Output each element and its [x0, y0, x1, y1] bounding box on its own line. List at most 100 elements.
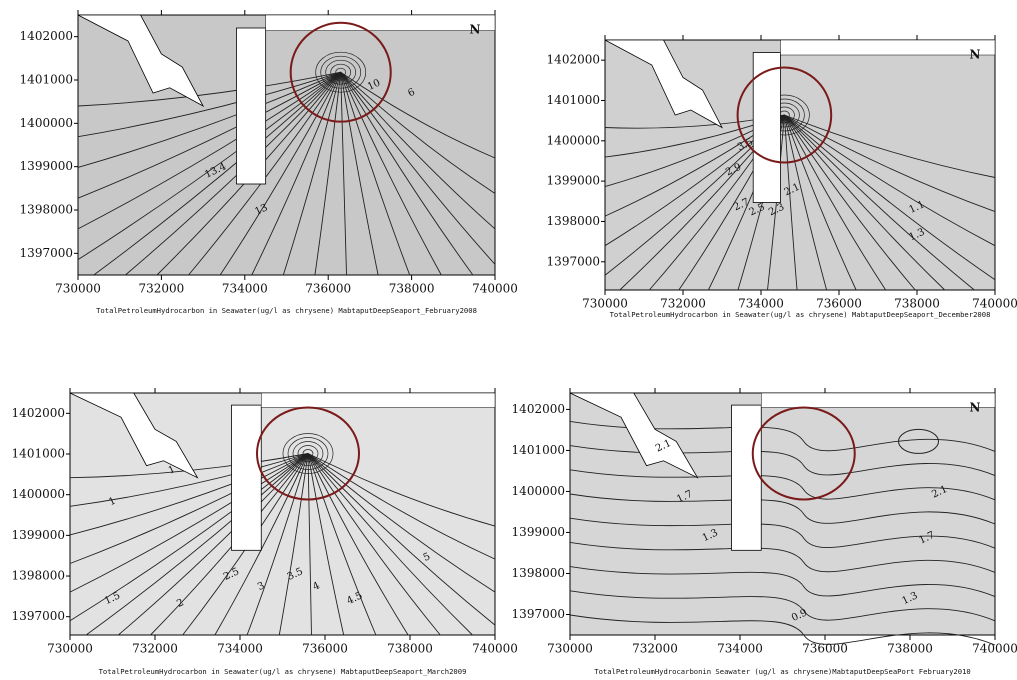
contour-line	[69, 453, 309, 593]
map-panel: 730000 732000 734000 736000 738000 740000 1397…	[512, 388, 1017, 676]
land	[604, 39, 723, 129]
y-tick-label: 1399000	[512, 525, 565, 539]
pier	[752, 52, 781, 203]
y-tick-label: 1401000	[512, 443, 565, 457]
contour-line	[251, 72, 342, 276]
contour-line	[150, 453, 309, 636]
shore-strip	[261, 392, 496, 408]
contour-line	[307, 453, 312, 636]
contour-line	[307, 453, 496, 560]
land	[69, 392, 199, 479]
north-arrow: N	[470, 23, 481, 37]
contour-ring	[325, 59, 357, 85]
contour-ring	[315, 51, 367, 93]
x-tick-label: 736000	[302, 642, 348, 656]
contour-line	[784, 114, 887, 291]
pier	[236, 27, 267, 185]
shore-strip	[265, 14, 496, 31]
x-tick-label: 732000	[132, 642, 178, 656]
contour-ring	[335, 67, 347, 77]
y-tick-label: 1398000	[12, 569, 65, 583]
y-tick-label: 1397000	[20, 246, 73, 260]
contour-line	[69, 453, 309, 564]
highlight-circle	[256, 406, 360, 501]
contour-label: 2	[175, 597, 185, 610]
contour-label: 10	[366, 78, 382, 93]
contour-line	[569, 541, 996, 573]
contour-ring	[297, 445, 319, 462]
contour-label: 5	[422, 551, 432, 564]
contour-ring	[302, 449, 314, 458]
y-tick-label: 1398000	[547, 214, 600, 228]
y-tick-label: 1398000	[20, 203, 73, 217]
contour-line	[77, 71, 341, 107]
contour-line	[77, 71, 341, 261]
caption: TotalPetroleumHydrocarbon in Seawater(ug…	[96, 306, 477, 315]
contour-line	[340, 72, 379, 276]
x-tick-label: 734000	[717, 642, 763, 656]
contour-line	[307, 453, 377, 636]
y-tick-label: 1402000	[12, 406, 65, 420]
x-tick-label: 736000	[816, 297, 862, 311]
contour-label: 4	[311, 580, 321, 593]
x-tick-label: 738000	[389, 282, 435, 296]
contour-line	[77, 71, 341, 138]
contour-line	[340, 72, 411, 276]
y-tick-label: 1400000	[20, 116, 73, 130]
contour-line	[69, 453, 309, 507]
map-panel: 730000 732000 734000 736000 738000 740000 1397…	[12, 388, 518, 676]
contour-line	[569, 590, 996, 622]
map-panel: 730000 732000 734000 736000 738000 740000 1397…	[20, 10, 518, 315]
contour-line	[569, 517, 996, 549]
pier	[731, 404, 762, 551]
land	[569, 392, 699, 479]
x-tick-label: 740000	[472, 282, 518, 296]
x-tick-label: 732000	[632, 642, 678, 656]
contour-line	[118, 453, 309, 636]
x-tick-label: 730000	[47, 642, 93, 656]
north-arrow: N	[970, 401, 981, 415]
contour-line	[569, 420, 996, 452]
contour-line	[69, 453, 309, 622]
contour-line	[784, 114, 996, 178]
contour-line	[69, 453, 309, 536]
contour-label: 6	[406, 87, 416, 100]
map-panel: 730000 732000 734000 736000 738000 740000 1397…	[547, 35, 1017, 319]
x-tick-label: 734000	[738, 297, 784, 311]
contour-line	[784, 114, 946, 291]
contour-ring	[320, 55, 362, 89]
contour-line	[340, 71, 496, 159]
contour-line	[278, 453, 309, 636]
x-tick-label: 738000	[387, 642, 433, 656]
contour-line	[93, 71, 342, 276]
contour-line	[125, 71, 342, 276]
y-tick-label: 1402000	[512, 402, 565, 416]
shore-strip	[761, 392, 996, 408]
north-arrow: N	[970, 48, 981, 62]
y-tick-label: 1402000	[547, 53, 600, 67]
land	[77, 14, 205, 107]
contour-ring	[330, 63, 352, 81]
contour-label: 3	[256, 580, 266, 593]
y-tick-label: 1398000	[512, 566, 565, 580]
caption: TotalPetroleumHydrocarbon in Seawater(ug…	[99, 667, 467, 676]
contour-line	[307, 453, 496, 527]
contour-line	[307, 453, 496, 593]
caption: TotalPetroleumHydrocarbonin Seawater (ug…	[594, 667, 970, 676]
contour-line	[340, 71, 496, 265]
contour-line	[314, 72, 342, 276]
contour-line	[340, 72, 347, 276]
contour-label: 13	[253, 202, 269, 217]
contour-line	[77, 71, 341, 199]
x-tick-label: 734000	[217, 642, 263, 656]
x-tick-label: 732000	[138, 282, 184, 296]
contour-line	[784, 114, 916, 291]
contour-line	[340, 71, 496, 230]
y-tick-label: 1400000	[512, 484, 565, 498]
contour-line	[784, 114, 996, 247]
contour-line	[77, 71, 341, 168]
y-tick-label: 1401000	[12, 447, 65, 461]
x-tick-label: 736000	[305, 282, 351, 296]
x-tick-label: 736000	[802, 642, 848, 656]
